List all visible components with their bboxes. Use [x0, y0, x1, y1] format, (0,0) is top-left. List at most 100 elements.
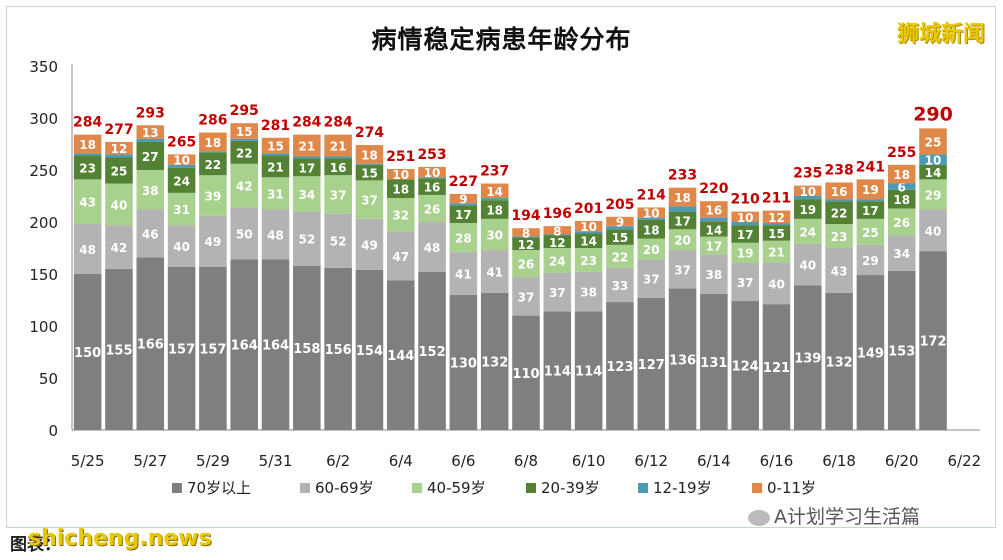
- data-label: 154: [356, 344, 383, 359]
- legend-label: 70岁以上: [187, 479, 251, 497]
- bar-segment: [293, 156, 321, 159]
- bar-segment: [512, 236, 540, 238]
- data-label: 15: [768, 227, 785, 241]
- bar-segment: [574, 231, 603, 234]
- data-label: 8: [553, 224, 561, 238]
- data-label: 164: [231, 339, 258, 354]
- bar-segment: [293, 176, 321, 212]
- legend-swatch: [172, 483, 182, 493]
- bar-segment: [700, 222, 728, 237]
- chart-title: 病情稳定病患年龄分布: [371, 25, 632, 54]
- bar-segment: [919, 209, 947, 252]
- bar-segment: [261, 177, 290, 210]
- bar-segment: [700, 293, 728, 430]
- bar-segment: [136, 125, 165, 139]
- bar-segment: [199, 175, 227, 216]
- bar-segment: [293, 134, 321, 157]
- bar-segment: [355, 269, 384, 430]
- bar-segment: [324, 134, 352, 157]
- legend-label: 0-11岁: [767, 479, 816, 497]
- data-label: 139: [794, 352, 821, 367]
- data-label: 9: [459, 193, 467, 207]
- data-label: 18: [79, 138, 96, 152]
- data-label: 10: [925, 154, 942, 168]
- data-label: 23: [79, 161, 96, 175]
- data-label: 52: [330, 235, 347, 249]
- data-label: 29: [862, 254, 879, 268]
- bar-segment: [794, 218, 822, 244]
- x-tick-label: 6/20: [885, 452, 919, 470]
- legend-label: 40-59岁: [427, 479, 486, 497]
- bar-segment: [167, 164, 196, 168]
- bar-segment: [293, 265, 321, 430]
- data-label: 41: [455, 267, 472, 281]
- x-tick-label: 6/2: [326, 452, 350, 470]
- data-label: 31: [267, 187, 284, 201]
- bar-segment: [136, 257, 165, 430]
- bar-segment: [480, 198, 509, 201]
- data-label: 49: [361, 238, 378, 252]
- data-label: 157: [168, 342, 195, 357]
- bar-segment: [919, 179, 947, 210]
- x-tick-label: 6/6: [451, 452, 475, 470]
- bar-segment: [230, 140, 258, 164]
- data-label: 132: [826, 355, 853, 370]
- bar-segment: [574, 220, 603, 232]
- bar-segment: [199, 151, 227, 153]
- bar-segment: [856, 244, 885, 276]
- data-label: 149: [857, 347, 884, 362]
- bar-segment: [167, 266, 196, 430]
- bar-segment: [668, 206, 697, 212]
- bar-segment: [762, 223, 791, 226]
- bar-segment: [574, 248, 603, 272]
- total-label: 295: [230, 103, 259, 119]
- data-label: 33: [612, 279, 629, 293]
- bar-segment: [261, 155, 290, 178]
- bar-segment: [762, 262, 791, 305]
- data-label: 37: [674, 263, 691, 277]
- data-label: 19: [862, 183, 879, 197]
- bar-segment: [355, 163, 384, 165]
- bar-segment: [480, 200, 509, 219]
- data-label: 19: [737, 247, 754, 261]
- data-label: 17: [706, 239, 723, 253]
- data-label: 9: [616, 215, 624, 229]
- bar-segment: [261, 153, 290, 156]
- bar-segment: [293, 158, 321, 177]
- bar-segment: [73, 134, 102, 154]
- data-label: 25: [925, 135, 942, 149]
- bar-segment: [637, 259, 666, 298]
- data-label: 6: [898, 181, 906, 195]
- bar-segment: [919, 128, 947, 155]
- bar-segment: [230, 207, 258, 260]
- data-label: 21: [330, 140, 347, 154]
- data-label: 164: [262, 339, 289, 354]
- bar-segment: [637, 297, 666, 430]
- bar-segment: [762, 240, 791, 263]
- data-label: 15: [267, 140, 284, 154]
- bar-segment: [731, 262, 759, 302]
- bar-segment: [762, 304, 791, 430]
- bar-segment: [324, 175, 352, 214]
- bar-segment: [825, 224, 853, 248]
- y-tick-label: 350: [29, 58, 58, 76]
- data-label: 28: [455, 232, 472, 246]
- bar-segment: [574, 233, 603, 248]
- bar-segment: [887, 208, 916, 236]
- data-label: 152: [418, 345, 445, 360]
- bar-segment: [668, 211, 697, 230]
- bar-segment: [543, 235, 572, 248]
- bar-segment: [887, 270, 916, 430]
- x-tick-label: 5/25: [71, 452, 105, 470]
- bar-segment: [856, 275, 885, 430]
- wechat-tag-text: A计划学习生活篇: [774, 506, 920, 528]
- data-label: 166: [137, 338, 164, 353]
- bar-segment: [261, 259, 290, 430]
- bar-segment: [668, 288, 697, 430]
- bar-segment: [105, 268, 133, 430]
- x-tick-label: 6/18: [822, 452, 856, 470]
- bar-segment: [512, 237, 540, 251]
- data-label: 25: [111, 165, 128, 179]
- total-label: 220: [699, 181, 728, 197]
- bar-segment: [418, 194, 446, 222]
